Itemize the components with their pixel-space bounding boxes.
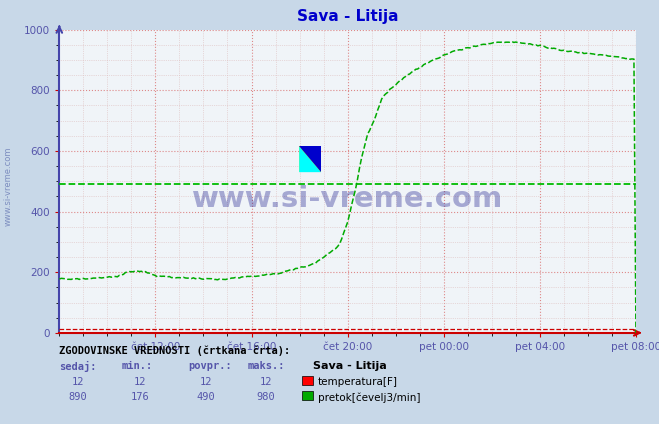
Text: 12: 12 (200, 377, 212, 387)
Text: 490: 490 (197, 392, 215, 402)
Text: 980: 980 (256, 392, 275, 402)
Text: min.:: min.: (122, 361, 153, 371)
Text: 890: 890 (69, 392, 87, 402)
Text: 12: 12 (260, 377, 272, 387)
Text: sedaj:: sedaj: (59, 361, 97, 372)
Text: povpr.:: povpr.: (188, 361, 231, 371)
Polygon shape (299, 146, 321, 172)
Text: pretok[čevelj3/min]: pretok[čevelj3/min] (318, 392, 420, 403)
Text: 176: 176 (131, 392, 150, 402)
Text: 12: 12 (134, 377, 146, 387)
Text: 12: 12 (72, 377, 84, 387)
Text: temperatura[F]: temperatura[F] (318, 377, 397, 387)
FancyBboxPatch shape (299, 146, 321, 172)
Text: ZGODOVINSKE VREDNOSTI (črtkana črta):: ZGODOVINSKE VREDNOSTI (črtkana črta): (59, 346, 291, 356)
Text: www.si-vreme.com: www.si-vreme.com (4, 147, 13, 226)
Text: www.si-vreme.com: www.si-vreme.com (192, 185, 503, 213)
Polygon shape (299, 146, 321, 172)
Text: Sava - Litija: Sava - Litija (313, 361, 387, 371)
Text: maks.:: maks.: (247, 361, 285, 371)
Title: Sava - Litija: Sava - Litija (297, 9, 399, 24)
